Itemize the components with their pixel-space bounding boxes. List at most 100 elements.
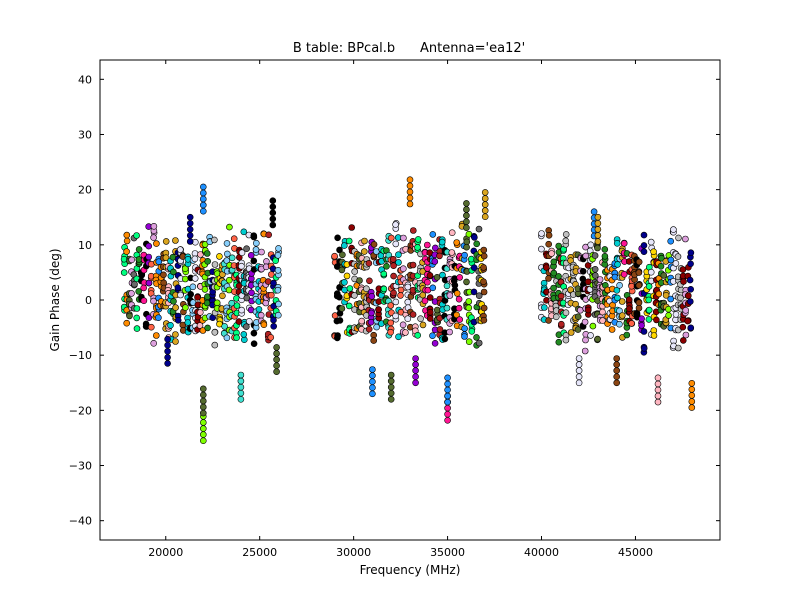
data-point	[594, 232, 602, 239]
data-point	[419, 291, 427, 299]
data-point	[579, 275, 587, 283]
data-point	[640, 242, 648, 249]
data-point	[191, 255, 199, 263]
data-point	[237, 389, 245, 397]
data-point	[575, 355, 583, 362]
data-point	[429, 284, 437, 292]
data-point	[184, 319, 192, 326]
data-point	[409, 311, 417, 318]
data-point	[601, 252, 609, 260]
data-point	[406, 188, 414, 196]
data-point	[387, 319, 395, 327]
data-point	[633, 311, 641, 319]
data-point	[201, 286, 209, 293]
data-point	[444, 404, 451, 412]
data-point	[688, 398, 696, 405]
data-point	[343, 272, 351, 280]
data-point	[431, 258, 439, 265]
data-point	[433, 306, 441, 314]
data-point	[665, 312, 672, 319]
data-point	[589, 322, 597, 330]
data-point	[395, 251, 402, 258]
data-point	[654, 374, 662, 382]
data-point	[613, 355, 621, 362]
data-point	[654, 392, 662, 400]
data-point	[623, 331, 631, 339]
data-point	[443, 304, 451, 312]
data-point	[336, 317, 344, 324]
data-point	[552, 313, 560, 321]
data-point	[356, 277, 363, 284]
data-point	[613, 240, 621, 247]
data-point	[584, 278, 592, 286]
data-point	[594, 335, 601, 343]
data-point	[250, 233, 258, 241]
data-point	[269, 203, 277, 211]
data-point	[579, 267, 587, 275]
data-point	[223, 257, 231, 264]
data-point	[387, 383, 395, 391]
data-point	[262, 299, 270, 307]
data-point	[448, 229, 456, 236]
data-point	[172, 331, 179, 338]
data-point	[237, 377, 245, 385]
data-point	[153, 332, 160, 339]
data-point	[275, 245, 282, 252]
data-point	[145, 242, 152, 250]
data-point	[480, 278, 487, 286]
data-point	[174, 316, 182, 324]
data-point	[657, 262, 665, 270]
data-point	[591, 265, 599, 273]
data-point	[390, 289, 397, 297]
x-axis-label: Frequency (MHz)	[360, 563, 461, 577]
data-point	[638, 322, 645, 329]
data-point	[443, 282, 451, 290]
data-point	[228, 254, 236, 262]
data-point	[177, 246, 184, 253]
data-point	[545, 240, 553, 248]
x-tick-label: 20000	[148, 546, 183, 559]
data-point	[463, 212, 470, 219]
data-point	[392, 298, 400, 306]
data-point	[453, 311, 460, 319]
data-point	[613, 361, 621, 368]
data-point	[392, 312, 399, 320]
data-point	[404, 283, 412, 291]
data-point	[419, 321, 427, 329]
data-point	[213, 299, 221, 307]
data-point	[230, 235, 238, 242]
data-point	[675, 234, 682, 242]
data-point	[172, 338, 179, 345]
data-point	[424, 278, 431, 286]
data-point	[200, 207, 207, 215]
data-point	[480, 252, 488, 260]
data-point	[687, 249, 695, 256]
data-point	[446, 292, 454, 299]
y-tick-label: 40	[78, 73, 92, 86]
data-point	[274, 311, 282, 319]
data-point	[397, 292, 404, 299]
data-point	[123, 319, 130, 327]
data-point	[200, 419, 207, 426]
data-point	[387, 328, 394, 336]
data-point	[368, 292, 376, 300]
data-point	[540, 304, 548, 311]
data-point	[390, 262, 397, 270]
data-point	[654, 386, 662, 394]
data-point	[436, 326, 444, 333]
data-point	[275, 300, 282, 308]
data-point	[258, 248, 265, 256]
data-point	[423, 241, 431, 249]
data-point	[557, 320, 565, 328]
data-point	[475, 292, 483, 300]
data-point	[613, 379, 621, 387]
data-point	[191, 275, 199, 282]
data-point	[181, 265, 189, 273]
data-point	[550, 258, 558, 266]
data-point	[133, 325, 141, 332]
data-point	[455, 304, 463, 312]
data-point	[575, 373, 583, 381]
data-point	[433, 273, 441, 281]
y-tick-label: 0	[85, 294, 92, 307]
data-point	[475, 225, 483, 233]
